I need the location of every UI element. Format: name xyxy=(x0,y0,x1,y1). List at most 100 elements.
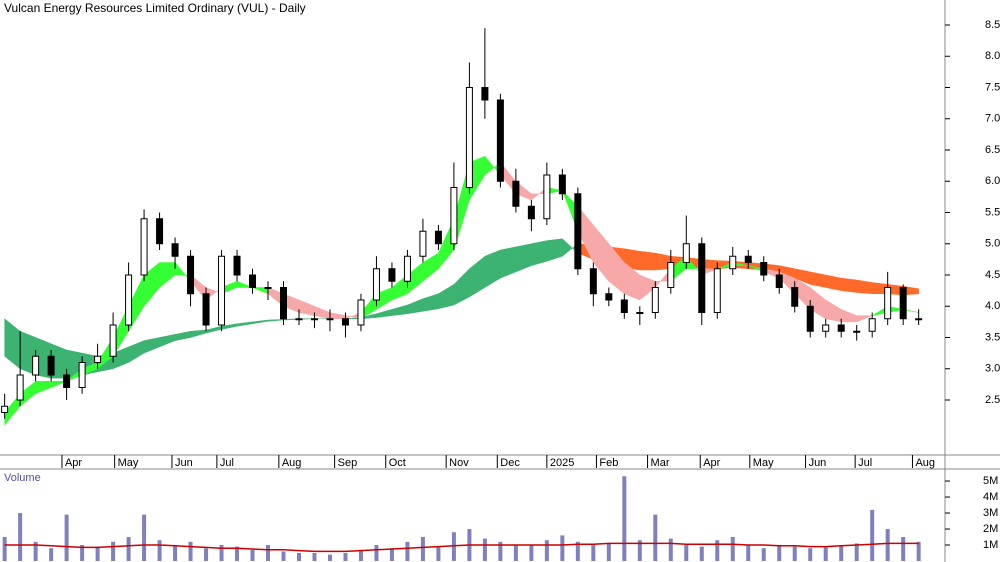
candle-body xyxy=(713,268,721,313)
volume-bar xyxy=(792,546,797,561)
volume-bar xyxy=(266,545,271,561)
candle-body xyxy=(233,255,241,276)
volume-bar xyxy=(80,545,85,561)
x-tick-label: May xyxy=(118,457,139,469)
candle-body xyxy=(450,187,458,245)
ribbon-segment xyxy=(840,277,857,293)
volume-bar xyxy=(606,543,611,561)
candle-body xyxy=(32,355,40,376)
volume-title: Volume xyxy=(4,472,41,484)
candle-body xyxy=(589,268,597,295)
ribbon-segment xyxy=(856,279,873,295)
volume-bar xyxy=(730,537,735,561)
volume-bar xyxy=(111,541,116,561)
x-tick-label: Apr xyxy=(703,457,720,469)
volume-bar xyxy=(420,537,425,561)
candle-body xyxy=(527,205,535,220)
candle-body xyxy=(109,324,117,357)
y-tick-label: 1M xyxy=(983,539,998,551)
candle-body xyxy=(264,287,272,289)
volume-bar xyxy=(544,540,549,561)
x-tick-label: Feb xyxy=(599,457,618,469)
candle-body xyxy=(218,255,226,326)
ribbon-segment xyxy=(50,381,67,388)
volume-bar xyxy=(18,513,23,561)
volume-bar xyxy=(482,538,487,561)
y-tick-label: 6.5 xyxy=(985,144,1000,156)
candle-body xyxy=(403,255,411,282)
volume-bar xyxy=(250,549,255,561)
y-tick-label: 2M xyxy=(983,523,998,535)
volume-bar xyxy=(2,537,7,561)
volume-bar xyxy=(746,545,751,561)
volume-bar xyxy=(777,545,782,561)
volume-bar xyxy=(126,537,131,561)
volume-bar xyxy=(219,545,224,561)
volume-bar xyxy=(204,548,209,561)
ribbon-segment xyxy=(639,250,656,271)
candle-body xyxy=(698,243,706,313)
volume-bar xyxy=(451,532,456,561)
candle-body xyxy=(419,230,427,257)
volume-bar xyxy=(529,545,534,561)
volume-bar xyxy=(64,514,69,561)
x-tick-label: Nov xyxy=(449,457,469,469)
y-tick-label: 5.0 xyxy=(985,238,1000,250)
y-tick-label: 3.0 xyxy=(985,363,1000,375)
y-tick-label: 8.0 xyxy=(985,50,1000,62)
candle-body xyxy=(171,243,179,257)
volume-bar xyxy=(684,545,689,561)
volume-bar xyxy=(916,541,921,561)
volume-bar xyxy=(312,553,317,561)
volume-ma xyxy=(4,542,919,553)
volume-bar xyxy=(901,537,906,561)
candle-body xyxy=(295,318,303,321)
candle-body xyxy=(78,362,86,388)
candle-body xyxy=(605,293,613,301)
candle-body xyxy=(512,180,520,207)
candle-body xyxy=(202,293,210,326)
candle-body xyxy=(481,87,489,101)
volume-bar xyxy=(327,554,332,561)
volume-bar xyxy=(188,541,193,561)
candle-body xyxy=(729,255,737,270)
volume-bar xyxy=(498,541,503,561)
candle-body xyxy=(249,274,257,288)
candle-body xyxy=(47,355,55,376)
candle-body xyxy=(341,318,349,326)
candle-body xyxy=(94,355,102,363)
x-tick-label: Oct xyxy=(389,457,406,469)
candle-body xyxy=(372,268,380,301)
y-tick-label: 4.0 xyxy=(985,300,1000,312)
x-tick-label: Aug xyxy=(915,457,935,469)
volume-bar xyxy=(374,545,379,561)
x-tick-label: Mar xyxy=(651,457,670,469)
candle-body xyxy=(620,299,628,313)
candle-body xyxy=(651,287,659,313)
candle-body xyxy=(558,174,566,195)
y-tick-label: 6.0 xyxy=(985,175,1000,187)
volume-bar xyxy=(513,545,518,561)
volume-bar xyxy=(95,546,100,561)
candle-body xyxy=(791,287,799,307)
volume-bar xyxy=(761,548,766,561)
candle-body xyxy=(543,174,551,220)
candle-body xyxy=(156,218,164,245)
volume-bar xyxy=(358,549,363,561)
x-tick-label: Jun xyxy=(175,457,193,469)
volume-bar xyxy=(560,535,565,561)
candle-body xyxy=(140,218,148,276)
candle-body xyxy=(915,318,923,321)
volume-bar xyxy=(839,545,844,561)
candle-body xyxy=(125,274,133,326)
volume-bar xyxy=(173,545,178,561)
x-tick-label: Jul xyxy=(858,457,872,469)
x-tick-label: Aug xyxy=(282,457,302,469)
candle-body xyxy=(884,287,892,320)
volume-bar xyxy=(637,540,642,561)
y-tick-label: 4.5 xyxy=(985,269,1000,281)
candle-body xyxy=(806,305,814,332)
candle-body xyxy=(667,262,675,288)
candle-body xyxy=(574,193,582,270)
